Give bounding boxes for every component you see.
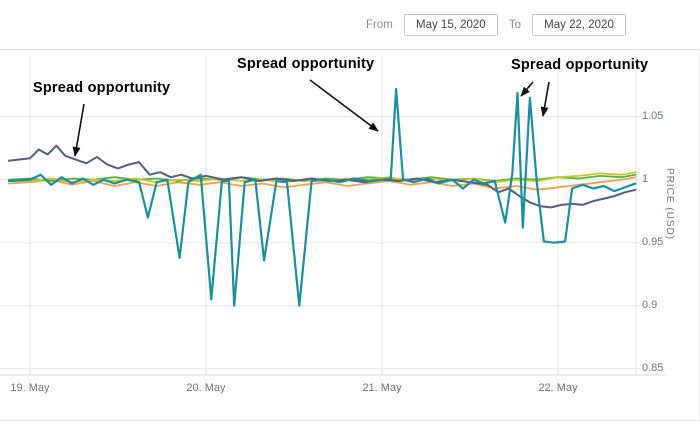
to-label: To [508, 19, 521, 31]
header-bar: From May 15, 2020 To May 22, 2020 [0, 0, 700, 50]
y-axis-tick: 0.85 [642, 361, 664, 374]
orange-line [7, 176, 637, 191]
y-axis-title: PRICE (USD) [664, 168, 675, 241]
from-date-input[interactable]: May 15, 2020 [403, 14, 498, 36]
annotation-arrow [309, 79, 379, 132]
x-axis-tick: 21. May [362, 382, 402, 394]
green-line [7, 173, 637, 182]
navy-line [7, 144, 637, 209]
annotation-arrow [540, 81, 550, 117]
y-axis-tick: 0.95 [642, 235, 664, 248]
to-date-input[interactable]: May 22, 2020 [532, 14, 626, 36]
annotation-label: Spread opportunity [511, 57, 649, 73]
x-axis-tick: 20. May [186, 382, 226, 394]
y-axis-tick: 1 [642, 172, 649, 185]
date-range-controls: From May 15, 2020 To May 22, 2020 [366, 14, 626, 36]
x-axis-tick: 19. May [10, 382, 50, 394]
y-axis-tick: 0.9 [642, 298, 658, 311]
annotation-arrow [520, 81, 534, 97]
from-label: From [366, 19, 393, 31]
teal-line [7, 87, 637, 307]
annotation-label: Spread opportunity [237, 56, 375, 72]
annotation-arrow [72, 103, 85, 157]
x-axis-tick: 22. May [538, 382, 578, 394]
yellow-line [7, 171, 637, 184]
annotation-label: Spread opportunity [33, 80, 171, 96]
y-axis-tick: 1.05 [642, 109, 664, 122]
